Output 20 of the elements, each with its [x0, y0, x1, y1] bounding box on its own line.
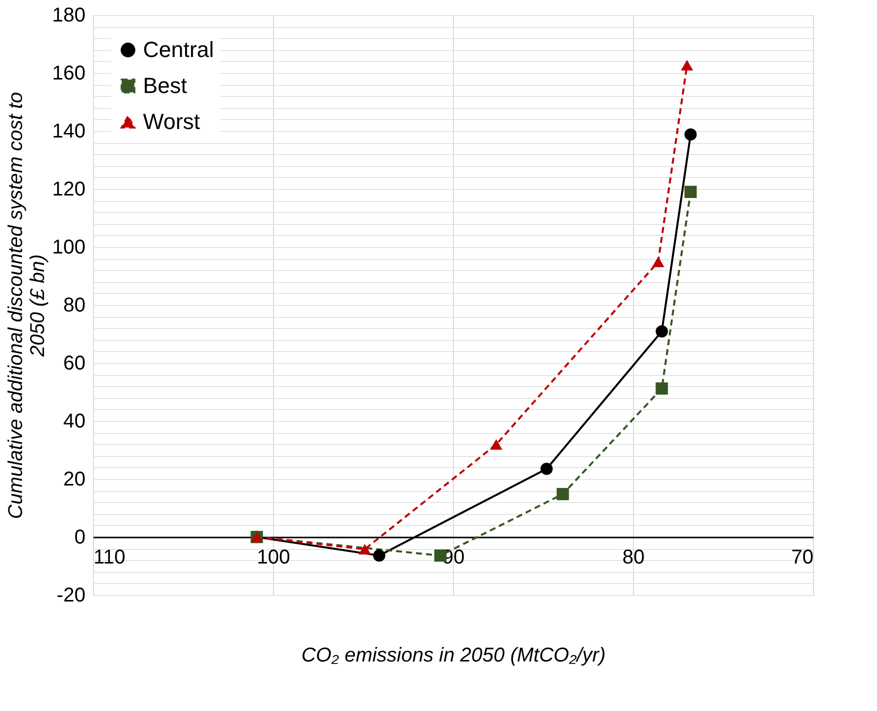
y-tick-label: 100: [52, 236, 86, 258]
x-tick-label: 80: [622, 546, 645, 568]
y-tick-label: 40: [63, 410, 86, 432]
y-tick-label: 160: [52, 62, 86, 84]
legend-label: Worst: [143, 109, 200, 134]
x-axis-title: CO₂ emissions in 2050 (MtCO₂/yr): [301, 644, 606, 666]
y-tick-label: 180: [52, 4, 86, 26]
y-tick-label: 60: [63, 352, 86, 374]
legend-label: Central: [143, 37, 214, 62]
y-axis-title: Cumulative additional discounted system cost to 2050 (£ bn): [5, 92, 50, 519]
y-tick-label: 80: [63, 294, 86, 316]
y-tick-label: 20: [63, 468, 86, 490]
x-tick-label: 110: [94, 546, 126, 568]
y-tick-label: 0: [74, 526, 86, 548]
x-tick-label: 70: [791, 546, 814, 568]
legend-label: Best: [143, 73, 188, 98]
x-tick-label: 100: [256, 546, 290, 568]
y-tick-label: -20: [56, 584, 86, 606]
y-tick-label: 120: [52, 178, 86, 200]
y-tick-label: 140: [52, 120, 86, 142]
